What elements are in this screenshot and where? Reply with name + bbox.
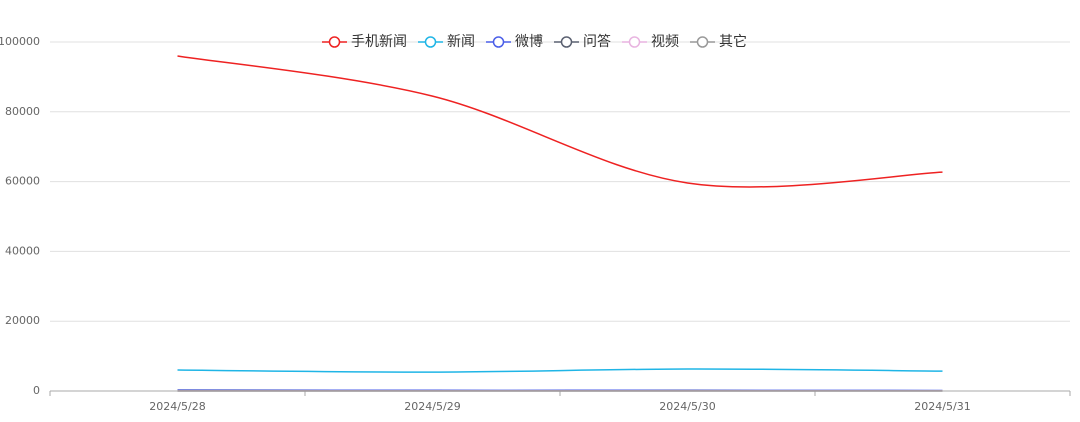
legend-label: 视频	[651, 34, 679, 50]
y-tick-label: 20000	[5, 314, 40, 327]
legend-marker	[330, 37, 340, 47]
legend-item: 视频	[622, 34, 679, 50]
y-tick-label: 60000	[5, 175, 40, 188]
y-tick-label: 80000	[5, 105, 40, 118]
y-tick-label: 0	[33, 384, 40, 397]
legend-label: 问答	[583, 33, 611, 50]
legend-marker	[562, 37, 572, 47]
legend-item: 其它	[690, 33, 747, 50]
legend-item: 手机新闻	[322, 34, 407, 50]
series-line	[178, 369, 943, 372]
legend-label: 微博	[515, 33, 543, 50]
legend-item: 问答	[554, 33, 611, 50]
series-line	[178, 56, 943, 187]
x-tick-label: 2024/5/29	[404, 400, 460, 413]
x-tick-label: 2024/5/30	[659, 400, 715, 413]
legend-marker	[494, 37, 504, 47]
legend-label: 新闻	[447, 34, 475, 50]
legend-label: 其它	[719, 33, 747, 50]
legend-marker	[426, 37, 436, 47]
legend-item: 新闻	[418, 34, 475, 50]
legend-marker	[698, 37, 708, 47]
x-tick-label: 2024/5/31	[914, 400, 970, 413]
legend-marker	[630, 37, 640, 47]
x-tick-label: 2024/5/28	[149, 400, 205, 413]
legend-label: 手机新闻	[351, 34, 407, 50]
y-tick-label: 100000	[0, 35, 40, 48]
y-tick-label: 40000	[5, 244, 40, 257]
legend-item: 微博	[486, 33, 543, 50]
